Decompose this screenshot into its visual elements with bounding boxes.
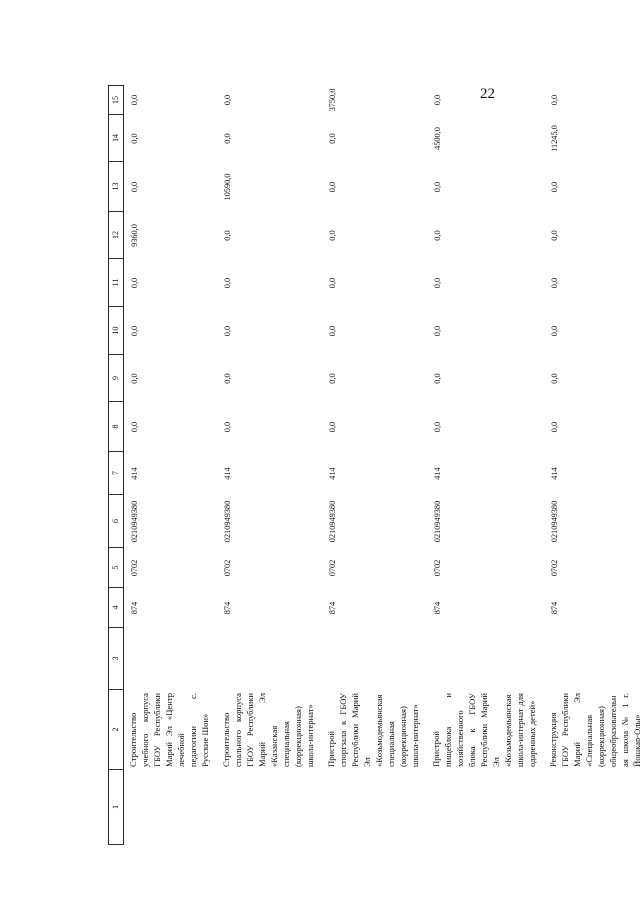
table-cell: 0,0 [550,421,559,433]
table-cell: 0,0 [328,181,337,193]
table-cell: 0,0 [130,277,139,289]
table-cell: 0,0 [130,421,139,433]
table-cell: 414 [433,467,442,480]
column-header-15: 15 [109,85,123,115]
table-cell [217,770,223,845]
table-cell: 0702 [223,559,232,577]
table-cell: 414 [328,467,337,480]
table-cell: 9360,0 [130,224,139,247]
table-cell: 0210949380 [130,500,139,543]
table-cell: 0702 [130,559,139,577]
column-header-9: 9 [109,355,123,402]
table-row: Реконструкция ГБОУ Республики Марий Эл «… [544,85,640,845]
table-cell: 0,0 [328,421,337,433]
table-cell [427,628,433,690]
table-cell: 874 [130,601,139,615]
table-cell [217,628,223,690]
table-cell: 0,0 [223,94,232,106]
table-cell: 0,0 [328,277,337,289]
table-cell: 874 [433,601,442,615]
table-cell: 4500,0 [433,127,442,150]
table-cell: 0,0 [130,133,139,144]
column-header-4: 4 [109,588,123,628]
table-cell: 0,0 [550,94,559,106]
table-cell: 0,0 [223,325,232,337]
column-header-14: 14 [109,115,123,162]
table-cell: 874 [328,601,337,615]
table-cell: 0702 [550,559,559,577]
table-cell: 0,0 [433,94,442,106]
table-cell: 0,0 [550,230,559,241]
object-name-cell: Строительство спального корпуса ГБОУ Рес… [221,693,315,767]
table-cell: 0,0 [223,277,232,289]
table-cell: 874 [223,601,232,615]
table-cell: 0,0 [130,373,139,384]
column-header-1: 1 [109,770,123,845]
table-cell: 0,0 [130,94,139,106]
table-cell: 414 [130,467,139,480]
table-cell: 0,0 [223,133,232,144]
table-cell: 10590,0 [223,173,232,201]
table-cell: 0,0 [130,181,139,193]
table-row: Строительство спального корпуса ГБОУ Рес… [217,85,322,845]
table-cell: 0,0 [130,325,139,337]
table-cell: 0210949380 [550,500,559,543]
table-header: 1 2 3 4 5 6 7 8 9 10 11 12 13 14 15 [108,85,124,845]
table-cell: 0,0 [328,133,337,144]
table-cell: 874 [550,601,559,615]
table-cell [544,628,550,690]
page-number: 22 [480,86,495,102]
object-name-cell: Реконструкция ГБОУ Республики Марий Эл «… [548,693,640,767]
column-header-6: 6 [109,495,123,548]
column-header-2: 2 [109,690,123,770]
column-header-12: 12 [109,212,123,259]
table-cell: 0,0 [433,373,442,384]
table-cell [544,770,550,845]
table-cell: 0,0 [433,277,442,289]
object-name-cell: Пристрой спортзала к ГБОУ Республики Мар… [326,693,420,767]
table-cell: 0,0 [223,421,232,433]
table-cell: 0,0 [328,230,337,241]
table-cell [322,628,328,690]
table-cell: 0,0 [433,181,442,193]
table-cell: 414 [223,467,232,480]
table-cell: 0,0 [223,230,232,241]
table-cell: 0,0 [550,181,559,193]
table-cell: 0702 [328,559,337,577]
table-cell [322,770,328,845]
budget-table: 1 2 3 4 5 6 7 8 9 10 11 12 13 14 15 Строительство учеб… [108,85,640,845]
table-cell: 0210949380 [328,500,337,543]
table-cell: 0,0 [433,230,442,241]
table-cell: 0,0 [433,325,442,337]
table-cell: 0,0 [328,325,337,337]
table-cell: 0210949380 [223,500,232,543]
table-cell: 414 [550,467,559,480]
table-cell: 0210949380 [433,500,442,543]
column-header-13: 13 [109,162,123,212]
table-row: Пристрой спортзала к ГБОУ Республики Мар… [322,85,427,845]
column-header-3: 3 [109,628,123,690]
table-cell: 0,0 [550,277,559,289]
table-body: Строительство учебного корпуса ГБОУ Респ… [124,85,640,845]
table-cell: 0,0 [433,421,442,433]
table-cell [124,770,130,845]
table-cell [124,628,130,690]
table-cell: 3750,0 [328,88,337,112]
table-cell: 0,0 [328,373,337,384]
table-cell: 0,0 [223,373,232,384]
table-row: Пристрой пищеблока и хозяйственного блок… [427,85,544,845]
table-cell: 0702 [433,559,442,577]
column-header-5: 5 [109,548,123,588]
column-header-7: 7 [109,452,123,495]
table-row: Строительство учебного корпуса ГБОУ Респ… [124,85,217,845]
column-header-10: 10 [109,307,123,355]
column-header-8: 8 [109,402,123,452]
table-cell: 0,0 [550,325,559,337]
object-name-cell: Пристрой пищеблока и хозяйственного блок… [431,693,537,767]
column-header-11: 11 [109,259,123,307]
table-cell [427,770,433,845]
table-cell: 0,0 [550,373,559,384]
object-name-cell: Строительство учебного корпуса ГБОУ Респ… [128,693,210,767]
table-cell: 11245,0 [550,125,559,152]
